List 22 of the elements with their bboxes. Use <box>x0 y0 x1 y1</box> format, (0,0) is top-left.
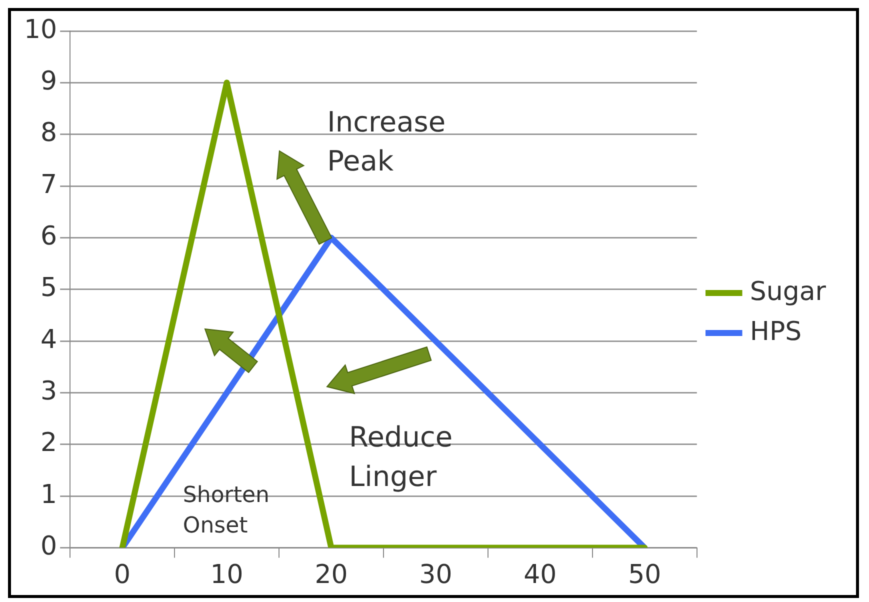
y-tick-label: 3 <box>40 376 58 407</box>
y-tick-label: 2 <box>40 428 58 458</box>
x-tick-label: 30 <box>419 560 452 590</box>
y-tick-label: 0 <box>40 532 58 562</box>
annotation: Increase Peak <box>327 105 446 178</box>
y-tick-label: 7 <box>40 170 58 200</box>
y-tick-label: 5 <box>40 273 58 304</box>
x-tick-label: 0 <box>114 560 131 590</box>
annotation: Reduce Linger <box>349 420 453 493</box>
annotation: Shorten Onset <box>182 482 270 539</box>
y-tick-label: 6 <box>40 221 58 252</box>
y-tick-label: 9 <box>40 66 58 96</box>
x-tick-label: 10 <box>210 560 244 590</box>
y-tick-label: 10 <box>24 14 58 45</box>
x-tick-label: 20 <box>314 560 348 590</box>
x-tick-label: 40 <box>524 560 557 590</box>
y-tick-label: 1 <box>40 480 58 510</box>
legend-label: Sugar <box>750 276 826 307</box>
x-tick-label: 50 <box>628 560 662 590</box>
y-tick-label: 8 <box>40 118 58 148</box>
y-tick-label: 4 <box>40 324 58 355</box>
legend-label: HPS <box>750 316 802 347</box>
